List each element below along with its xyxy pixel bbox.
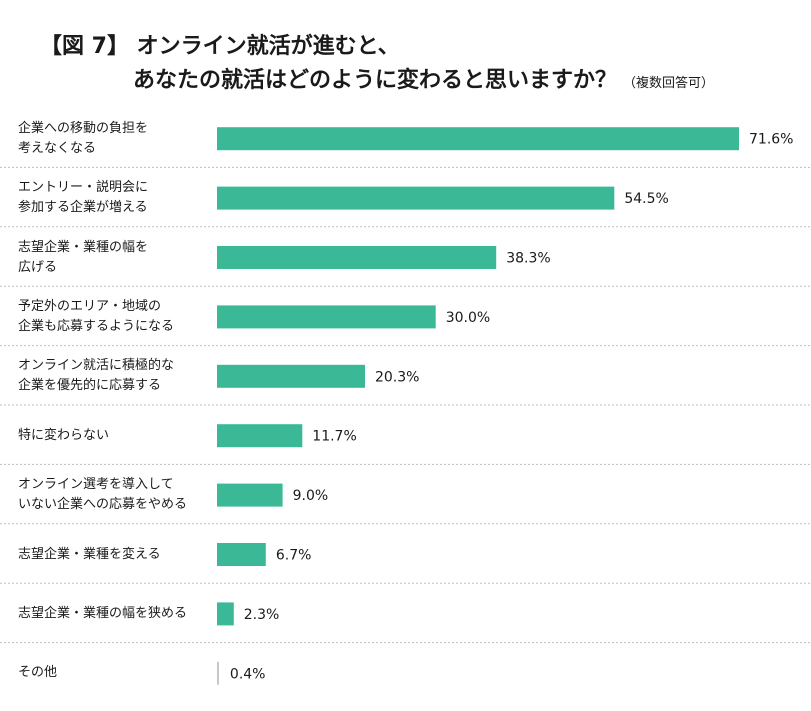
title-line-2: あなたの就活はどのように変わると思いますか？ （複数回答可） bbox=[40, 64, 714, 101]
value-label: 20.3% bbox=[375, 369, 419, 385]
category-label-line: 考えなくなる bbox=[18, 140, 97, 156]
title-line-1: 【図 7】 オンライン就活が進むと、 bbox=[40, 34, 400, 59]
category-label: 志望企業・業種の幅を狭める bbox=[18, 604, 213, 624]
bar bbox=[217, 661, 219, 685]
chart-title: 【図 7】 オンライン就活が進むと、 あなたの就活はどのように変わると思いますか… bbox=[40, 30, 714, 101]
category-label-line: その他 bbox=[18, 665, 58, 681]
category-label-line: 企業も応募するようになる bbox=[18, 318, 175, 334]
title-line-2-text: あなたの就活はどのように変わると思いますか？ bbox=[133, 68, 618, 93]
category-label-line: いない企業への応募をやめる bbox=[18, 497, 188, 513]
value-label: 54.5% bbox=[624, 191, 668, 207]
value-label: 38.3% bbox=[506, 251, 550, 267]
title-note: （複数回答可） bbox=[623, 76, 715, 91]
category-label-line: 志望企業・業種の幅を狭める bbox=[18, 605, 188, 621]
value-label: 0.4% bbox=[230, 666, 266, 682]
value-label: 6.7% bbox=[276, 548, 312, 564]
bar bbox=[217, 305, 436, 329]
category-label: 志望企業・業種の幅を 広げる bbox=[18, 238, 213, 278]
category-label-line: エントリー・説明会に bbox=[18, 180, 149, 196]
category-label: 特に変わらない bbox=[18, 426, 213, 446]
category-label: 志望企業・業種を変える bbox=[18, 545, 213, 565]
bar bbox=[217, 543, 266, 566]
category-label-line: 広げる bbox=[18, 259, 58, 275]
category-label: オンライン就活に積極的な 企業を優先的に応募する bbox=[18, 356, 213, 396]
category-label-line: オンライン就活に積極的な bbox=[18, 358, 175, 374]
category-label: 予定外のエリア・地域の 企業も応募するようになる bbox=[18, 297, 213, 337]
category-label: 企業への移動の負担を 考えなくなる bbox=[18, 119, 213, 159]
category-label-line: 志望企業・業種の幅を bbox=[18, 239, 149, 255]
value-label: 71.6% bbox=[749, 132, 793, 148]
category-label-line: 参加する企業が増える bbox=[18, 200, 148, 216]
bar bbox=[217, 127, 739, 151]
category-label-line: オンライン選考を導入して bbox=[18, 477, 174, 493]
bar bbox=[217, 364, 365, 388]
value-label: 11.7% bbox=[312, 429, 356, 445]
bar bbox=[217, 246, 497, 269]
bar bbox=[217, 483, 283, 507]
category-label-line: 予定外のエリア・地域の bbox=[18, 298, 162, 314]
category-label: その他 bbox=[18, 663, 213, 683]
value-label: 2.3% bbox=[244, 607, 280, 623]
bar bbox=[217, 186, 615, 210]
bar bbox=[217, 424, 303, 448]
category-label-line: 企業への移動の負担を bbox=[18, 120, 149, 136]
category-label-line: 志望企業・業種を変える bbox=[18, 546, 161, 562]
category-label: エントリー・説明会に 参加する企業が増える bbox=[18, 178, 213, 218]
value-label: 9.0% bbox=[293, 488, 329, 504]
value-label: 30.0% bbox=[446, 310, 490, 326]
category-label-line: 企業を優先的に応募する bbox=[18, 378, 162, 394]
category-label: オンライン選考を導入して いない企業への応募をやめる bbox=[18, 475, 213, 515]
category-label-line: 特に変わらない bbox=[18, 427, 110, 443]
bar bbox=[217, 602, 234, 626]
